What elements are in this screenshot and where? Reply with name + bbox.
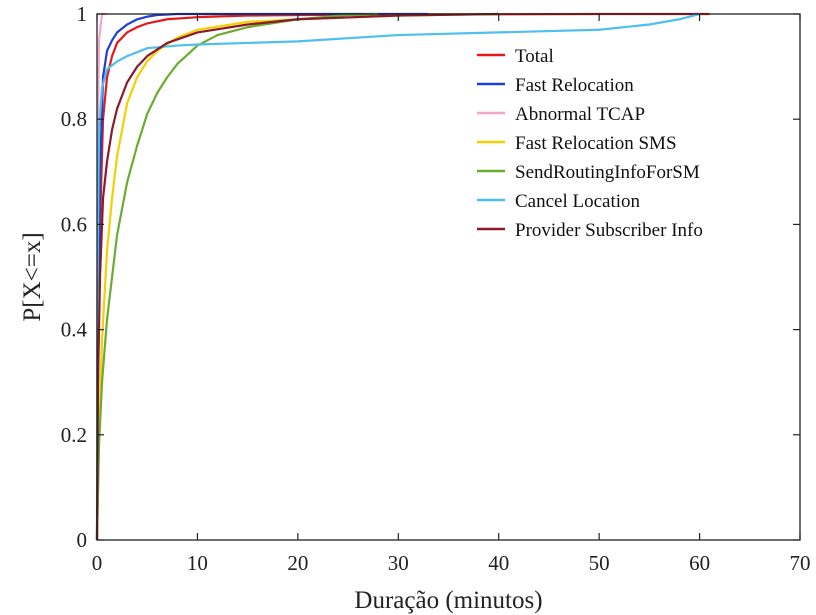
y-tick-label: 0.8: [61, 107, 87, 131]
y-tick-label: 0.2: [61, 423, 87, 447]
ticks-layer: 0 10 20 30 40 50 60 70 0 0.2 0.4 0.6 0.8 1: [61, 2, 811, 575]
x-tick-label: 30: [388, 551, 409, 575]
y-tick-label: 0.4: [61, 318, 88, 342]
legend-label: Fast Relocation: [515, 75, 634, 96]
y-axis-label: P[X<=x]: [19, 232, 46, 321]
legend: Total Fast Relocation Abnormal TCAP Fast Re…: [477, 46, 703, 241]
legend-label: Cancel Location: [515, 191, 641, 212]
legend-label: Provider Subscriber Info: [515, 220, 703, 241]
x-axis-label: Duração (minutos): [354, 587, 542, 614]
x-tick-label: 40: [488, 551, 509, 575]
y-tick-label: 0: [77, 528, 88, 552]
x-tick-label: 20: [287, 551, 308, 575]
x-tick-label: 10: [187, 551, 208, 575]
series-line-fast-relocation-sms: [95, 12, 499, 541]
y-tick-label: 1: [77, 2, 88, 26]
y-tick-label: 0.6: [61, 212, 87, 236]
x-tick-label: 70: [790, 551, 811, 575]
legend-label: Abnormal TCAP: [515, 104, 645, 125]
legend-label: Fast Relocation SMS: [515, 133, 677, 154]
x-tick-label: 50: [589, 551, 610, 575]
series-line-provider-subscriber-info: [95, 12, 499, 541]
legend-label: SendRoutingInfoForSM: [515, 162, 700, 183]
x-tick-label: 60: [689, 551, 710, 575]
plot-frame: [96, 13, 801, 541]
series-line-cancel-location: [95, 12, 700, 541]
series-line-sendroutinginfoforsm: [95, 12, 379, 541]
x-tick-label: 0: [92, 551, 103, 575]
legend-label: Total: [515, 46, 554, 67]
